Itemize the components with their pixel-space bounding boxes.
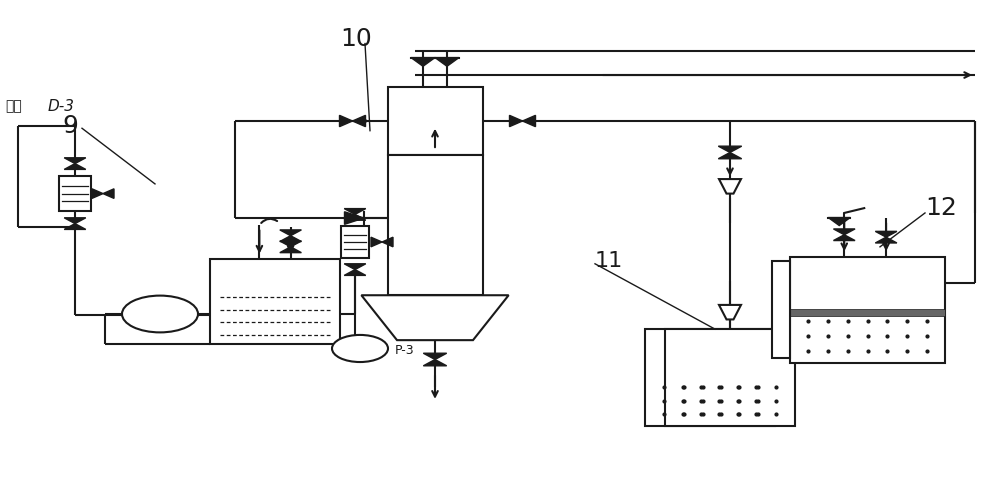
Polygon shape bbox=[719, 179, 741, 194]
Bar bbox=[210, 259, 340, 344]
Polygon shape bbox=[103, 189, 114, 198]
Polygon shape bbox=[64, 164, 86, 169]
Polygon shape bbox=[353, 115, 366, 127]
Bar bbox=[772, 261, 790, 358]
Polygon shape bbox=[64, 158, 86, 164]
Polygon shape bbox=[371, 237, 382, 247]
Polygon shape bbox=[718, 146, 742, 152]
Text: 12: 12 bbox=[925, 196, 957, 220]
Polygon shape bbox=[64, 224, 86, 229]
Polygon shape bbox=[361, 295, 509, 340]
Polygon shape bbox=[340, 115, 353, 127]
Polygon shape bbox=[509, 115, 522, 127]
Text: 9: 9 bbox=[62, 114, 78, 138]
Circle shape bbox=[122, 296, 198, 333]
Polygon shape bbox=[833, 235, 855, 241]
Bar bbox=[59, 176, 91, 211]
Text: 11: 11 bbox=[595, 251, 623, 272]
Polygon shape bbox=[411, 58, 435, 66]
Polygon shape bbox=[719, 305, 741, 319]
Bar bbox=[645, 329, 775, 426]
Polygon shape bbox=[280, 241, 301, 247]
Text: D-3: D-3 bbox=[48, 99, 75, 114]
Polygon shape bbox=[423, 353, 447, 360]
Circle shape bbox=[332, 335, 388, 362]
Polygon shape bbox=[344, 212, 364, 224]
Text: P-3: P-3 bbox=[395, 345, 415, 357]
Bar bbox=[341, 227, 369, 257]
Polygon shape bbox=[344, 264, 366, 270]
Text: 来至: 来至 bbox=[5, 100, 22, 113]
Polygon shape bbox=[344, 209, 366, 214]
Bar bbox=[790, 309, 945, 316]
Polygon shape bbox=[280, 247, 301, 253]
Polygon shape bbox=[344, 214, 366, 220]
Polygon shape bbox=[344, 270, 366, 275]
Polygon shape bbox=[875, 231, 897, 237]
Polygon shape bbox=[522, 115, 536, 127]
Polygon shape bbox=[382, 237, 393, 247]
Bar bbox=[665, 329, 795, 426]
Polygon shape bbox=[833, 229, 855, 235]
Bar bbox=[790, 257, 945, 363]
Bar bbox=[388, 87, 482, 155]
Bar bbox=[388, 155, 482, 295]
Polygon shape bbox=[828, 218, 850, 226]
Polygon shape bbox=[92, 189, 103, 198]
Polygon shape bbox=[423, 360, 447, 366]
Text: 10: 10 bbox=[340, 27, 372, 51]
Polygon shape bbox=[435, 58, 459, 66]
Polygon shape bbox=[280, 230, 301, 236]
Polygon shape bbox=[875, 237, 897, 243]
Polygon shape bbox=[64, 218, 86, 224]
Polygon shape bbox=[718, 152, 742, 159]
Polygon shape bbox=[280, 236, 301, 242]
